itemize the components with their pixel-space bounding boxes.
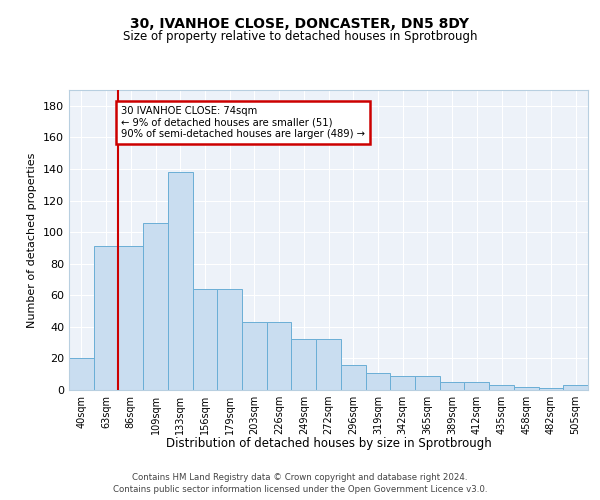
- Bar: [118, 246, 143, 390]
- Text: Contains HM Land Registry data © Crown copyright and database right 2024.: Contains HM Land Registry data © Crown c…: [132, 472, 468, 482]
- Bar: [143, 222, 168, 390]
- Bar: [193, 289, 217, 390]
- Bar: [415, 376, 440, 390]
- Bar: [390, 376, 415, 390]
- Y-axis label: Number of detached properties: Number of detached properties: [28, 152, 37, 328]
- Bar: [69, 358, 94, 390]
- Text: Size of property relative to detached houses in Sprotbrough: Size of property relative to detached ho…: [123, 30, 477, 43]
- Bar: [563, 386, 588, 390]
- Bar: [440, 382, 464, 390]
- Bar: [217, 289, 242, 390]
- Text: Distribution of detached houses by size in Sprotbrough: Distribution of detached houses by size …: [166, 438, 491, 450]
- Bar: [94, 246, 118, 390]
- Bar: [168, 172, 193, 390]
- Bar: [365, 372, 390, 390]
- Text: Contains public sector information licensed under the Open Government Licence v3: Contains public sector information licen…: [113, 485, 487, 494]
- Bar: [489, 386, 514, 390]
- Bar: [316, 340, 341, 390]
- Bar: [267, 322, 292, 390]
- Bar: [514, 387, 539, 390]
- Text: 30, IVANHOE CLOSE, DONCASTER, DN5 8DY: 30, IVANHOE CLOSE, DONCASTER, DN5 8DY: [131, 18, 470, 32]
- Bar: [341, 364, 365, 390]
- Bar: [292, 340, 316, 390]
- Bar: [539, 388, 563, 390]
- Text: 30 IVANHOE CLOSE: 74sqm
← 9% of detached houses are smaller (51)
90% of semi-det: 30 IVANHOE CLOSE: 74sqm ← 9% of detached…: [121, 106, 365, 139]
- Bar: [464, 382, 489, 390]
- Bar: [242, 322, 267, 390]
